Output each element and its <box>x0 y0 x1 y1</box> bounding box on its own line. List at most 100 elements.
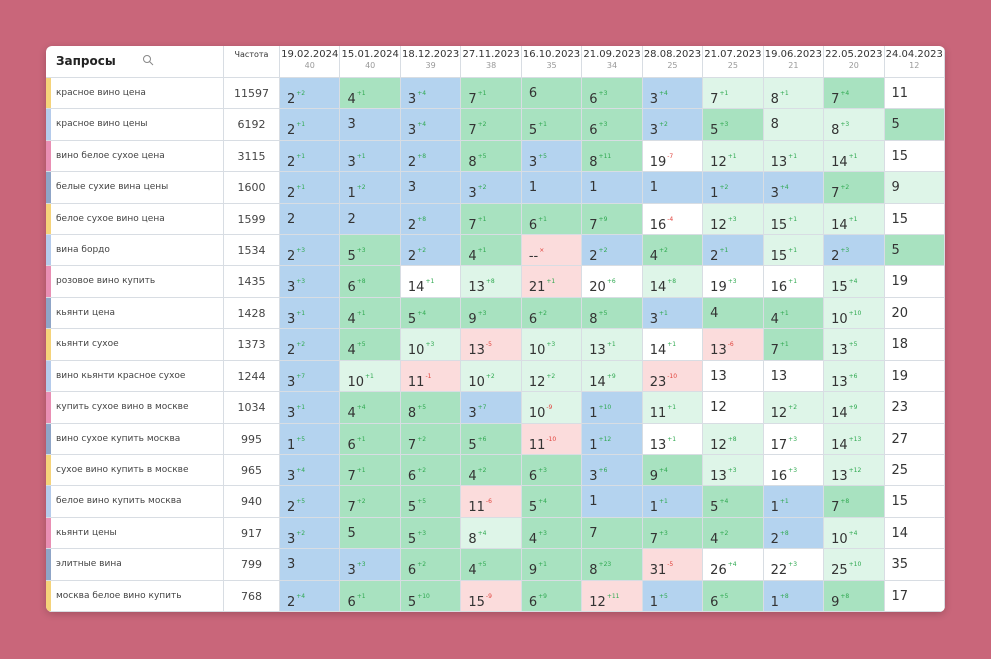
position-cell: 5+5 <box>400 486 462 518</box>
position-cell: 8+1 <box>763 78 825 110</box>
position-change: +1 <box>538 215 547 223</box>
position-cell: 14+1 <box>400 266 462 298</box>
position-change: +3 <box>538 529 547 537</box>
position-change: +3 <box>719 121 729 129</box>
date-count: 39 <box>425 61 436 70</box>
position: 7 <box>770 343 779 359</box>
position: 4 <box>649 249 658 265</box>
position-change: +6 <box>477 435 487 443</box>
position-cell: 16+1 <box>763 266 825 298</box>
position-change: -9 <box>546 404 553 412</box>
position-cell: 1+8 <box>763 580 825 612</box>
position: 7 <box>347 468 356 484</box>
position-change: +4 <box>417 121 427 129</box>
position: 23 <box>649 374 667 390</box>
position: 8 <box>589 311 598 327</box>
position-change: +1 <box>356 435 366 443</box>
position-cell: 7+1 <box>340 454 401 487</box>
freq-header-text: Частота <box>234 50 269 59</box>
position: 19 <box>891 274 909 290</box>
position-cell: 13+5 <box>824 329 885 361</box>
position-cell: 1+5 <box>280 423 341 455</box>
position: 13 <box>710 368 727 384</box>
freq-header[interactable]: Частота <box>224 46 280 78</box>
position-change: +3 <box>840 247 850 255</box>
position: 12 <box>710 217 727 233</box>
position-cell: 8+5 <box>461 140 522 173</box>
position: 20 <box>589 280 606 296</box>
position-change: +4 <box>296 466 306 474</box>
row-strip <box>46 329 51 361</box>
position-change: +9 <box>598 215 608 223</box>
position-change: +1 <box>779 498 789 506</box>
position: 3 <box>468 406 477 422</box>
position-cell: 7+3 <box>642 517 704 550</box>
position-cell: 9+8 <box>824 580 885 612</box>
position-change: +2 <box>477 121 487 129</box>
position-change: +1 <box>779 341 789 349</box>
position-change: +1 <box>296 404 306 412</box>
position: 5 <box>891 243 900 259</box>
position-cell: 15-9 <box>461 580 522 612</box>
position-cell: 3+6 <box>582 454 643 487</box>
position: 8 <box>831 123 840 139</box>
position-cell: 10+2 <box>461 360 522 393</box>
position: 10 <box>528 343 546 359</box>
position-change: +3 <box>727 278 737 286</box>
position: 6 <box>528 86 538 101</box>
position: 6 <box>347 437 356 453</box>
position: 11 <box>468 500 485 516</box>
position: 6 <box>407 468 417 484</box>
position-change: +5 <box>848 341 858 349</box>
row-strip <box>46 78 51 110</box>
position-change: +3 <box>417 529 427 537</box>
position-change: × <box>539 247 545 255</box>
position-cell: 15+1 <box>763 203 825 236</box>
position: 2 <box>407 249 417 265</box>
position-cell: 13+1 <box>642 423 704 455</box>
query: элитные вина <box>46 549 224 581</box>
position: 8 <box>468 154 477 170</box>
position: 11 <box>528 437 546 453</box>
position: 7 <box>347 500 356 516</box>
position-change: +8 <box>667 278 677 286</box>
position-cell: 2+2 <box>280 78 341 110</box>
date: 28.08.2023 <box>643 49 702 60</box>
position: 14 <box>831 154 848 170</box>
position-change: +11 <box>598 152 612 160</box>
position-change: +1 <box>296 152 306 160</box>
position-change: +2 <box>659 247 668 255</box>
position-change: +4 <box>848 529 858 537</box>
query: белые сухие вина цены <box>46 172 224 204</box>
position-cell: 18 <box>884 329 945 361</box>
position-change: +5 <box>538 152 547 160</box>
position: 1 <box>710 186 719 202</box>
row-strip <box>46 297 51 330</box>
position-cell: 3+4 <box>642 78 704 110</box>
search-icon[interactable] <box>142 54 154 66</box>
position: 3 <box>287 374 296 390</box>
position-change: +4 <box>659 90 668 97</box>
position: 12 <box>589 594 606 610</box>
position-cell: 12 <box>703 392 764 424</box>
position-cell: 5+1 <box>521 109 583 141</box>
position: 9 <box>831 594 840 610</box>
position-cell: 14+8 <box>642 266 704 298</box>
position-change: +5 <box>477 152 487 160</box>
position: 7 <box>831 92 840 107</box>
position: 5 <box>347 249 356 265</box>
position-cell: 13+1 <box>582 329 643 361</box>
position-cell: 19-7 <box>642 140 704 173</box>
position: 15 <box>831 280 848 296</box>
position: 13 <box>710 468 727 484</box>
position: 3 <box>287 280 296 296</box>
position-cell: 6+2 <box>400 454 462 487</box>
position: 1 <box>589 180 598 196</box>
position: 25 <box>891 462 909 478</box>
position-cell: 7+1 <box>461 78 522 110</box>
position: 6 <box>589 92 598 107</box>
position-change: +5 <box>417 404 427 412</box>
position: 3 <box>347 154 356 170</box>
position-change: +3 <box>296 278 306 286</box>
date-header: 16.10.2023 35 <box>521 46 583 78</box>
